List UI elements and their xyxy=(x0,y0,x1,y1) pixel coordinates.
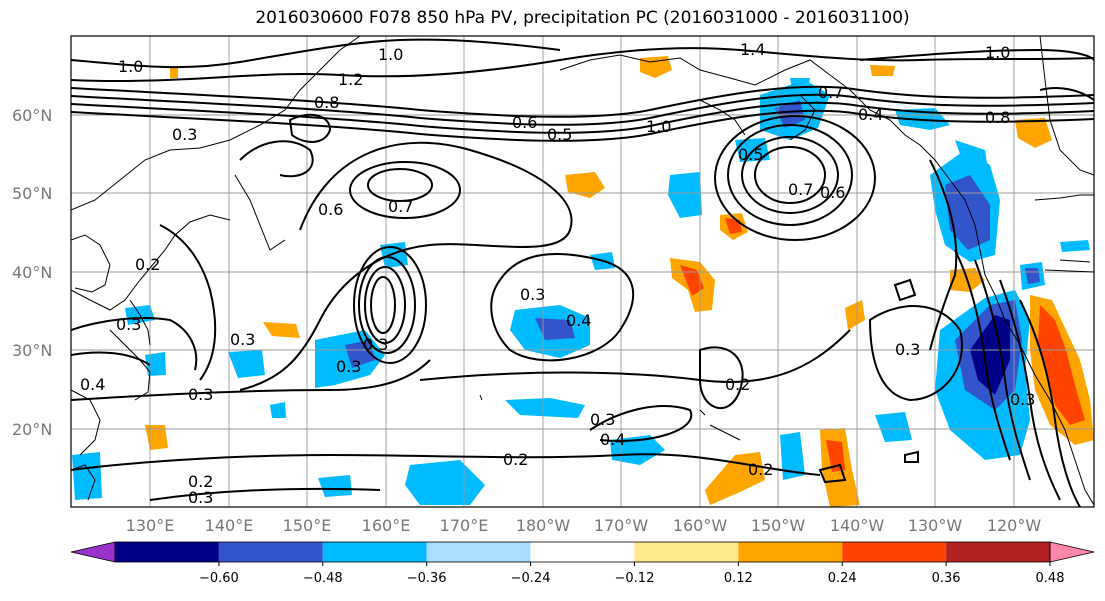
contour-label: 1.4 xyxy=(740,40,765,59)
colorbar-tick-label: 0.36 xyxy=(932,571,961,586)
latitude-labels: 60°N 50°N 40°N 30°N 20°N xyxy=(12,106,52,439)
contour-label: 1.0 xyxy=(378,45,403,64)
contour-label: 0.3 xyxy=(363,335,388,354)
lon-label: 140°W xyxy=(830,516,885,535)
colorbar-box xyxy=(115,542,219,562)
contour-label: 1.2 xyxy=(338,70,363,89)
colorbar-box xyxy=(634,542,739,562)
colorbar-box xyxy=(322,542,427,562)
lat-label: 50°N xyxy=(12,184,52,203)
colorbar-tick-label: −0.36 xyxy=(407,571,447,586)
colorbar-tick-label: −0.12 xyxy=(615,571,655,586)
colorbar-tick-label: −0.60 xyxy=(199,571,239,586)
colorbar-box xyxy=(426,542,531,562)
map-panel xyxy=(71,36,1094,507)
contour-label: 0.7 xyxy=(388,197,413,216)
colorbar-extend-high xyxy=(1049,541,1095,563)
coastlines xyxy=(71,36,1094,506)
contour-label: 0.3 xyxy=(230,330,255,349)
map-title: 2016030600 F078 850 hPa PV, precipitatio… xyxy=(255,8,910,28)
lon-label: 180°W xyxy=(516,516,571,535)
lon-label: 140°E xyxy=(205,516,254,535)
contour-label: 0.7 xyxy=(788,180,813,199)
colorbar: −0.60 −0.48 −0.36 −0.24 −0.12 0.12 0.24 0.36 0.4… xyxy=(70,541,1095,586)
contour-label: 0.3 xyxy=(590,410,615,429)
grid-lines xyxy=(71,36,1094,507)
contour-label: 0.8 xyxy=(985,108,1010,127)
colorbar-box xyxy=(946,542,1050,562)
contour-label: 1.0 xyxy=(646,117,671,136)
colorbar-box xyxy=(842,542,947,562)
contour-label: 0.3 xyxy=(116,315,141,334)
lat-label: 40°N xyxy=(12,263,52,282)
colorbar-tick-label: 0.12 xyxy=(724,571,753,586)
lon-label: 150°E xyxy=(283,516,332,535)
colorbar-tick-label: 0.48 xyxy=(1036,571,1065,586)
contour-label: 0.6 xyxy=(820,183,845,202)
contour-label: 0.2 xyxy=(503,450,528,469)
contour-label: 0.6 xyxy=(512,113,537,132)
contour-label: 0.2 xyxy=(748,460,773,479)
contour-label: 0.2 xyxy=(188,472,213,491)
lon-label: 150°W xyxy=(751,516,806,535)
colorbar-box xyxy=(218,542,323,562)
contour-labels: 1.0 1.0 1.2 0.8 1.4 1.0 0.6 0.5 1.0 0.4 … xyxy=(80,40,1035,507)
lat-label: 20°N xyxy=(12,420,52,439)
colorbar-box xyxy=(530,542,635,562)
contour-label: 0.3 xyxy=(1010,390,1035,409)
lon-label: 170°E xyxy=(440,516,489,535)
contour-label: 0.6 xyxy=(318,200,343,219)
lon-label: 130°E xyxy=(126,516,175,535)
longitude-labels: 130°E 140°E 150°E 160°E 170°E 180°W 170°… xyxy=(126,516,1042,535)
colorbar-box xyxy=(738,542,843,562)
lat-label: 60°N xyxy=(12,106,52,125)
contour-label: 1.0 xyxy=(118,57,143,76)
lon-label: 130°W xyxy=(908,516,963,535)
colorbar-extend-low xyxy=(70,541,116,563)
contour-label: 0.3 xyxy=(172,125,197,144)
contour-label: 0.4 xyxy=(80,375,105,394)
contour-label: 0.8 xyxy=(314,93,339,112)
contour-label: 0.3 xyxy=(188,488,213,507)
colorbar-tick-label: −0.48 xyxy=(303,571,343,586)
contour-label: 0.4 xyxy=(858,105,883,124)
contour-label: 0.4 xyxy=(600,430,625,449)
pv-contours xyxy=(71,38,1094,507)
lon-label: 160°E xyxy=(362,516,411,535)
contour-label: 0.5 xyxy=(547,125,572,144)
lon-label: 170°W xyxy=(594,516,649,535)
map-frame xyxy=(70,35,1095,508)
colorbar-outline xyxy=(114,541,1051,563)
lon-label: 160°W xyxy=(673,516,728,535)
contour-label: 0.7 xyxy=(818,83,843,102)
contour-label: 0.3 xyxy=(336,357,361,376)
contour-label: 1.0 xyxy=(985,43,1010,62)
contour-label: 0.2 xyxy=(135,255,160,274)
contour-label: 0.3 xyxy=(520,285,545,304)
lon-label: 120°W xyxy=(987,516,1042,535)
contour-label: 0.3 xyxy=(188,385,213,404)
contour-label: 0.4 xyxy=(566,311,591,330)
contour-label: 0.2 xyxy=(725,375,750,394)
contour-label: 0.3 xyxy=(895,340,920,359)
colorbar-tick-label: −0.24 xyxy=(511,571,551,586)
contour-label: 0.5 xyxy=(738,145,763,164)
colorbar-tick-label: 0.24 xyxy=(828,571,857,586)
lat-label: 30°N xyxy=(12,341,52,360)
